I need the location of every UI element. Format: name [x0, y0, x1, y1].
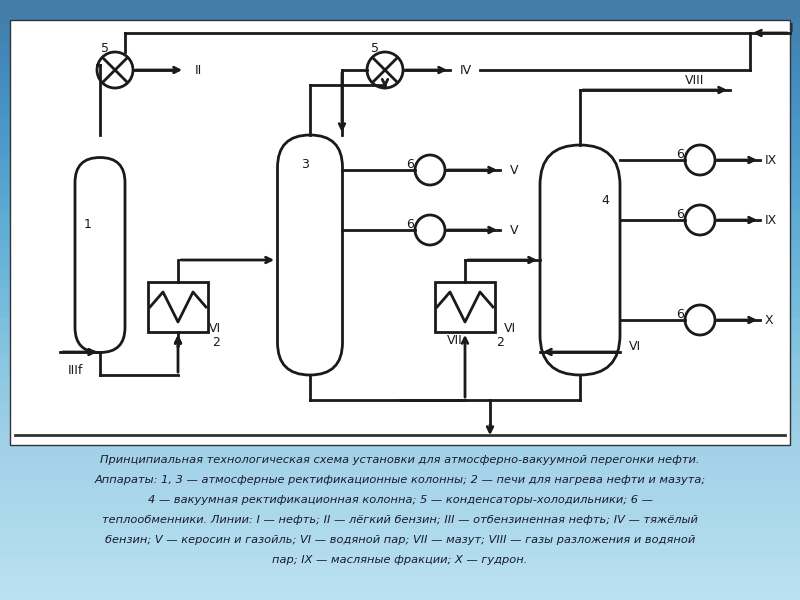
Circle shape — [685, 145, 715, 175]
Text: 3: 3 — [301, 158, 309, 172]
Text: VI: VI — [209, 322, 221, 335]
Circle shape — [685, 205, 715, 235]
Circle shape — [685, 305, 715, 335]
Text: пар; IX — масляные фракции; X — гудрон.: пар; IX — масляные фракции; X — гудрон. — [272, 555, 528, 565]
Text: I: I — [790, 22, 794, 34]
Text: IX: IX — [765, 154, 778, 166]
Text: 6: 6 — [406, 158, 414, 172]
Text: 2: 2 — [212, 335, 220, 349]
Text: 6: 6 — [676, 148, 684, 161]
Text: Аппараты: 1, 3 — атмосферные ректификационные колонны; 2 — печи для нагрева нефт: Аппараты: 1, 3 — атмосферные ректификаци… — [94, 475, 706, 485]
FancyBboxPatch shape — [278, 135, 342, 375]
Circle shape — [415, 215, 445, 245]
Circle shape — [415, 155, 445, 185]
Text: 6: 6 — [676, 308, 684, 322]
Text: теплообменники. Линии: I — нефть; II — лёгкий бензин; III — отбензиненная нефть;: теплообменники. Линии: I — нефть; II — л… — [102, 515, 698, 525]
Text: VI: VI — [629, 340, 641, 353]
Text: 6: 6 — [406, 218, 414, 232]
Text: 2: 2 — [496, 335, 504, 349]
Circle shape — [367, 52, 403, 88]
Text: IV: IV — [460, 64, 472, 76]
Text: X: X — [765, 313, 774, 326]
FancyBboxPatch shape — [75, 157, 125, 352]
Circle shape — [97, 52, 133, 88]
Text: IIIf: IIIf — [67, 364, 82, 377]
Text: бензин; V — керосин и газойль; VI — водяной пар; VII — мазут; VIII — газы разлож: бензин; V — керосин и газойль; VI — водя… — [105, 535, 695, 545]
Bar — [148, 282, 208, 332]
Text: VIII: VIII — [686, 73, 705, 86]
Text: 4: 4 — [601, 193, 609, 206]
Text: Принципиальная технологическая схема установки для атмосферно-вакуумной перегонк: Принципиальная технологическая схема уст… — [100, 455, 700, 465]
Text: VII: VII — [447, 334, 463, 346]
Text: V: V — [510, 163, 518, 176]
Text: 5: 5 — [371, 41, 379, 55]
Text: V: V — [510, 223, 518, 236]
Text: 5: 5 — [101, 41, 109, 55]
FancyBboxPatch shape — [540, 145, 620, 375]
Text: VI: VI — [504, 322, 516, 335]
Text: IX: IX — [765, 214, 778, 226]
Text: II: II — [195, 64, 202, 76]
Text: 4 — вакуумная ректификационная колонна; 5 — конденсаторы-холодильники; 6 —: 4 — вакуумная ректификационная колонна; … — [147, 495, 653, 505]
Bar — [435, 282, 495, 332]
Text: 1: 1 — [84, 218, 92, 232]
Text: 6: 6 — [676, 208, 684, 221]
FancyBboxPatch shape — [10, 20, 790, 445]
